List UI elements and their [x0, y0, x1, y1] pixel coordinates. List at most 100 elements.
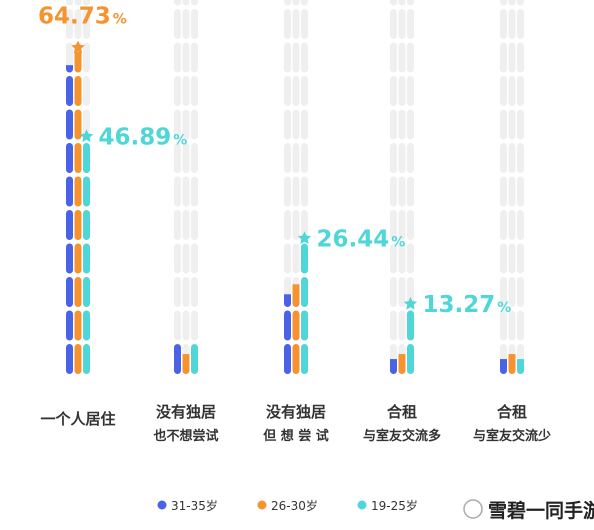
- track-segment: [390, 277, 397, 307]
- bar-31-35岁-1: [174, 344, 181, 374]
- track-segment: [517, 0, 524, 6]
- legend: 31-35岁 26-30岁 19-25岁: [157, 498, 418, 513]
- category-label: 没有独居: [266, 403, 326, 421]
- value-label: 46.89%: [99, 124, 188, 150]
- track-segment: [182, 277, 190, 307]
- watermark-text: 雪碧一同手游网: [488, 499, 594, 522]
- track-segment: [174, 76, 181, 106]
- track-segment: [191, 143, 198, 173]
- track-segment: [182, 76, 190, 106]
- track-segment: [83, 76, 90, 106]
- track-segment: [191, 310, 198, 341]
- track-segment: [390, 243, 397, 274]
- track-segment: [500, 176, 507, 207]
- track-segment: [182, 0, 190, 6]
- bar-19-25岁-2: [301, 242, 308, 374]
- track-segment: [390, 42, 397, 73]
- track-segment: [407, 109, 414, 140]
- track-segment: [83, 0, 90, 6]
- star-marker-icon: [403, 296, 418, 310]
- track-segment: [390, 143, 397, 173]
- track-segment: [66, 0, 73, 6]
- track-segment: [174, 42, 181, 73]
- value-label: 26.44%: [317, 226, 406, 252]
- track-segment: [398, 109, 406, 140]
- track-segment: [292, 243, 300, 274]
- track-segment: [508, 210, 516, 240]
- track-segment: [301, 76, 308, 106]
- star-marker-icon: [71, 40, 85, 54]
- bar-31-35岁-4: [500, 359, 507, 374]
- track-segment: [508, 143, 516, 173]
- track-segment: [174, 109, 181, 140]
- track-segment: [182, 310, 190, 341]
- track-segment: [292, 210, 300, 240]
- track-segment: [508, 76, 516, 106]
- track-segment: [517, 277, 524, 307]
- track-segment: [301, 143, 308, 173]
- track-segment: [398, 76, 406, 106]
- track-segment: [83, 109, 90, 140]
- track-segment: [500, 0, 507, 6]
- track-segment: [284, 176, 291, 207]
- track-segment: [508, 277, 516, 307]
- legend-dot: [157, 500, 167, 510]
- track-segment: [500, 210, 507, 240]
- value-label: 64.73%: [38, 4, 127, 30]
- track-segment: [508, 176, 516, 207]
- bar-26-30岁-4: [508, 354, 516, 374]
- track-segment: [182, 9, 190, 39]
- track-segment: [508, 310, 516, 341]
- track-segment: [390, 210, 397, 240]
- track-segment: [191, 176, 198, 207]
- track-segment: [83, 9, 90, 39]
- bar-19-25岁-0: [83, 140, 90, 374]
- bar-31-35岁-3: [390, 359, 397, 374]
- track-segment: [284, 109, 291, 140]
- track-segment: [407, 9, 414, 39]
- track-segment: [174, 176, 181, 207]
- track-segment: [292, 109, 300, 140]
- watermark: 雪碧一同手游网: [463, 499, 594, 522]
- track-segment: [301, 109, 308, 140]
- track-segment: [398, 9, 406, 39]
- track-segment: [182, 176, 190, 207]
- track-segment: [500, 42, 507, 73]
- track-segment: [191, 0, 198, 6]
- annotations: 64.73 % 46.89 % 26.44 % 13.27%: [38, 4, 511, 318]
- legend-dot: [257, 500, 267, 510]
- track-segment: [292, 42, 300, 73]
- track-segment: [398, 243, 406, 274]
- track-segment: [500, 9, 507, 39]
- track-segment: [174, 210, 181, 240]
- track-segment: [301, 9, 308, 39]
- track-segment: [390, 76, 397, 106]
- track-segment: [508, 243, 516, 274]
- track-segment: [182, 243, 190, 274]
- track-segment: [182, 109, 190, 140]
- track-segment: [390, 9, 397, 39]
- track-segment: [517, 76, 524, 106]
- track-segment: [182, 143, 190, 173]
- track-segment: [390, 0, 397, 6]
- track-segment: [174, 277, 181, 307]
- track-segment: [500, 143, 507, 173]
- track-segment: [398, 176, 406, 207]
- bar-19-25岁-1: [191, 344, 198, 374]
- track-segment: [174, 243, 181, 274]
- track-segment: [517, 42, 524, 73]
- track-segment: [66, 42, 73, 73]
- track-segment: [500, 310, 507, 341]
- track-segment: [292, 76, 300, 106]
- track-segment: [191, 9, 198, 39]
- track-segment: [74, 9, 82, 39]
- category-label: 没有独居: [156, 403, 216, 421]
- track-segment: [301, 210, 308, 240]
- track-segment: [191, 277, 198, 307]
- bar-19-25岁-4: [517, 359, 524, 374]
- bar-26-30岁-1: [182, 354, 190, 374]
- track-segment: [292, 143, 300, 173]
- track-segment: [284, 210, 291, 240]
- track-segment: [182, 210, 190, 240]
